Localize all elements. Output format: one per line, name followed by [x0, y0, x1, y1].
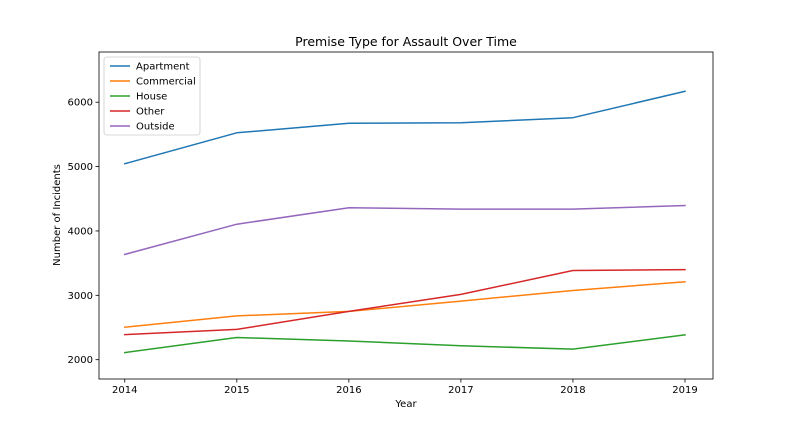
legend-label-outside: Outside [136, 122, 175, 133]
legend-label-house: House [136, 92, 167, 103]
y-tick-label: 2000 [68, 355, 93, 366]
series-lines [123, 90, 686, 354]
legend-label-apartment: Apartment [136, 62, 190, 73]
x-tick-label: 2019 [672, 385, 697, 396]
legend-box [103, 56, 201, 136]
x-tick-label: 2015 [224, 385, 249, 396]
y-tick-label: 5000 [68, 162, 93, 173]
series-line-outside [123, 204, 686, 256]
y-tick-label: 4000 [68, 226, 93, 237]
y-axis-label: Number of Incidents [52, 164, 63, 266]
x-tick-label: 2017 [448, 385, 473, 396]
chart-title: Premise Type for Assault Over Time [295, 34, 517, 49]
x-tick-label: 2018 [560, 385, 585, 396]
axes: 2014 2015 2016 2017 2018 2019 2000 3000 4000 5000… [68, 51, 714, 396]
series-line-apartment [123, 90, 686, 165]
x-axis-label: Year [394, 399, 417, 410]
y-tick-label: 3000 [68, 291, 93, 302]
x-tick-label: 2014 [112, 385, 137, 396]
legend-label-commercial: Commercial [136, 77, 196, 88]
plot-frame [98, 51, 714, 380]
series-line-commercial [123, 280, 686, 329]
series-line-other [124, 268, 686, 336]
y-tick-label: 6000 [68, 98, 93, 109]
legend-label-other: Other [136, 107, 165, 118]
series-line-house [123, 334, 686, 354]
legend: Apartment Commercial House Other Outside [103, 56, 201, 136]
x-tick-label: 2016 [336, 385, 361, 396]
